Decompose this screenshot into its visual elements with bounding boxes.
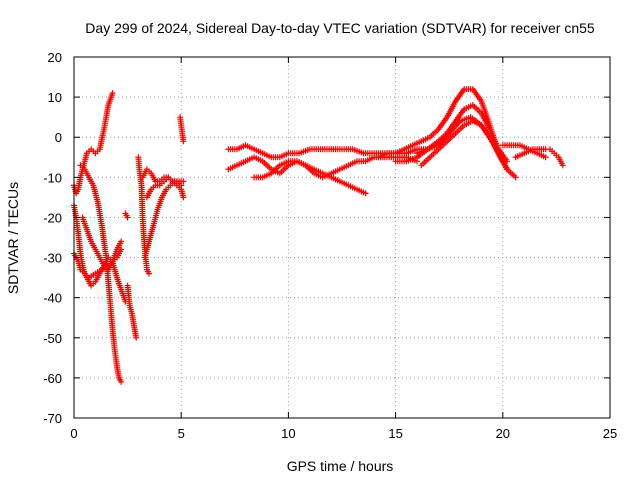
data-point [504, 166, 511, 173]
y-tick-label: -20 [43, 210, 62, 225]
y-tick-label: -60 [43, 371, 62, 386]
ticks [73, 56, 611, 419]
y-axis-label: SDTVAR / TECUs [5, 182, 21, 294]
x-tick-label: 5 [178, 426, 185, 441]
tick-labels: 0 5 10 15 20 25 -70 -60 -50 -40 -30 -20 -10 0 10 20 [43, 50, 617, 441]
data-point [180, 138, 187, 145]
series-layer [71, 86, 566, 385]
series-arc-a [71, 90, 116, 197]
y-tick-label: -10 [43, 170, 62, 185]
series-arc-d [77, 162, 125, 385]
data-point [109, 90, 116, 97]
series-arc-s [414, 114, 506, 165]
y-tick-label: -70 [43, 411, 62, 426]
data-point [499, 158, 506, 165]
data-point [124, 214, 131, 221]
data-point [180, 194, 187, 201]
y-tick-label: -30 [43, 251, 62, 266]
data-point [180, 178, 187, 185]
series-arc-u [512, 146, 549, 161]
series-arc-o [251, 158, 369, 197]
x-tick-label: 25 [603, 426, 617, 441]
series-arc-v [546, 146, 566, 169]
data-point [133, 334, 140, 341]
series-arc-f [124, 282, 140, 341]
plot-frame [73, 56, 611, 419]
series-arc-l [177, 114, 187, 145]
data-point [559, 162, 566, 169]
grid [74, 57, 610, 418]
series-arc-i [141, 178, 187, 261]
y-tick-label: 10 [48, 90, 62, 105]
data-point [118, 238, 125, 245]
y-tick-label: 0 [55, 130, 62, 145]
y-tick-label: -40 [43, 291, 62, 306]
x-tick-label: 15 [388, 426, 402, 441]
x-tick-label: 10 [281, 426, 295, 441]
data-point [512, 174, 519, 181]
y-tick-label: 20 [48, 50, 62, 65]
series-arc-k [143, 174, 187, 201]
chart-title: Day 299 of 2024, Sidereal Day-to-day VTE… [85, 20, 595, 36]
x-tick-label: 0 [70, 426, 77, 441]
data-point [118, 378, 125, 385]
series-arc-g [122, 210, 131, 221]
x-axis-label: GPS time / hours [287, 458, 394, 474]
data-point [362, 190, 369, 197]
data-point [542, 154, 549, 161]
series-arc-e [79, 214, 125, 273]
x-tick-label: 20 [496, 426, 510, 441]
data-point [146, 270, 153, 277]
y-tick-label: -50 [43, 331, 62, 346]
